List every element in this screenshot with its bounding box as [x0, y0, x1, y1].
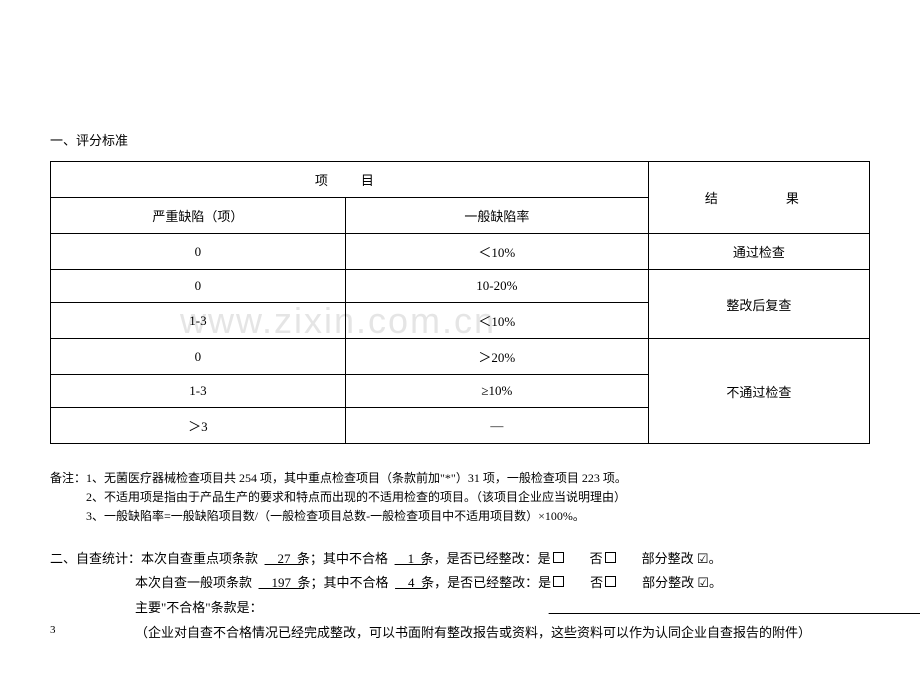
- line2-mid: 条；其中不合格: [298, 571, 389, 596]
- line3-blank: [263, 596, 835, 621]
- cell-general: ≥10%: [345, 375, 648, 408]
- checkbox-yes-2[interactable]: [553, 576, 564, 587]
- line1-value2: 1: [388, 547, 421, 572]
- header-item: 项 目: [51, 162, 649, 198]
- table-row: 0 ＞20% 不通过检查: [51, 339, 870, 375]
- line1-no: 否: [590, 547, 603, 572]
- line2-no: 否: [590, 571, 603, 596]
- cell-result: 整改后复查: [648, 270, 869, 339]
- line1-mid: 条；其中不合格: [297, 547, 388, 572]
- notes-line3: 3、一般缺陷率=一般缺陷项目数/（一般检查项目总数-一般检查项目中不适用项目数）…: [86, 507, 870, 526]
- notes-line2: 2、不适用项是指由于产品生产的要求和特点而出现的不适用检查的项目。（该项目企业应…: [86, 488, 870, 507]
- section2-title: 二、自查统计：: [50, 547, 141, 572]
- section1-title: 一、评分标准: [50, 130, 870, 149]
- cell-general: ＜10%: [345, 303, 648, 339]
- line2-end: 。: [709, 571, 722, 596]
- cell-serious: ＞3: [51, 408, 346, 444]
- criteria-table: 项 目 结 果 严重缺陷（项） 一般缺陷率 0 ＜10% 通过检查 0 10-2…: [50, 161, 870, 444]
- line4-text: （企业对自查不合格情况已经完成整改，可以书面附有整改报告或资料，这些资料可以作为…: [135, 621, 811, 646]
- notes-label: 备注：: [50, 469, 86, 527]
- cell-general: ＞20%: [345, 339, 648, 375]
- notes-block: 备注： 1、无菌医疗器械检查项目共 254 项，其中重点检查项目（条款前加"*"…: [50, 469, 870, 527]
- line1-end: 。: [709, 547, 722, 572]
- cell-serious: 1-3: [51, 375, 346, 408]
- checkbox-no-2[interactable]: [605, 576, 616, 587]
- page-number: 3: [50, 624, 56, 636]
- checkbox-no-1[interactable]: [605, 552, 616, 563]
- cell-general: —: [345, 408, 648, 444]
- cell-serious: 0: [51, 234, 346, 270]
- stat-row-1: 二、自查统计： 本次自查重点项条款 27 条；其中不合格 1 条，是否已经整改：…: [50, 547, 870, 572]
- table-row: 0 ＜10% 通过检查: [51, 234, 870, 270]
- checkbox-yes-1[interactable]: [553, 552, 564, 563]
- stat-row-4: （企业对自查不合格情况已经完成整改，可以书面附有整改报告或资料，这些资料可以作为…: [50, 621, 870, 646]
- notes-line1: 1、无菌医疗器械检查项目共 254 项，其中重点检查项目（条款前加"*"）31 …: [86, 469, 870, 488]
- header-result: 结 果: [648, 162, 869, 234]
- line2-pre: 本次自查一般项条款: [135, 571, 252, 596]
- line2-partial: 部分整改: [642, 571, 694, 596]
- cell-serious: 0: [51, 270, 346, 303]
- line2-post: 条，是否已经整改：是: [421, 571, 551, 596]
- table-header-row: 项 目 结 果: [51, 162, 870, 198]
- cell-general: 10-20%: [345, 270, 648, 303]
- table-row: 0 10-20% 整改后复查: [51, 270, 870, 303]
- cell-result: 通过检查: [648, 234, 869, 270]
- line1-pre: 本次自查重点项条款: [141, 547, 258, 572]
- line2-value1: 197: [252, 571, 298, 596]
- cell-result: 不通过检查: [648, 339, 869, 444]
- col-serious: 严重缺陷（项）: [51, 198, 346, 234]
- line1-value1: 27: [258, 547, 297, 572]
- cell-serious: 0: [51, 339, 346, 375]
- stat-row-2: 本次自查一般项条款 197 条；其中不合格 4 条，是否已经整改：是 否 部分整…: [50, 571, 870, 596]
- line1-partial: 部分整改: [642, 547, 694, 572]
- cell-serious: 1-3: [51, 303, 346, 339]
- section2: 二、自查统计： 本次自查重点项条款 27 条；其中不合格 1 条，是否已经整改：…: [50, 547, 870, 646]
- line3-text: 主要"不合格"条款是：: [135, 596, 263, 621]
- line1-post: 条，是否已经整改：是: [421, 547, 551, 572]
- stat-row-3: 主要"不合格"条款是：: [50, 596, 870, 621]
- cell-general: ＜10%: [345, 234, 648, 270]
- line2-value2: 4: [389, 571, 422, 596]
- col-general: 一般缺陷率: [345, 198, 648, 234]
